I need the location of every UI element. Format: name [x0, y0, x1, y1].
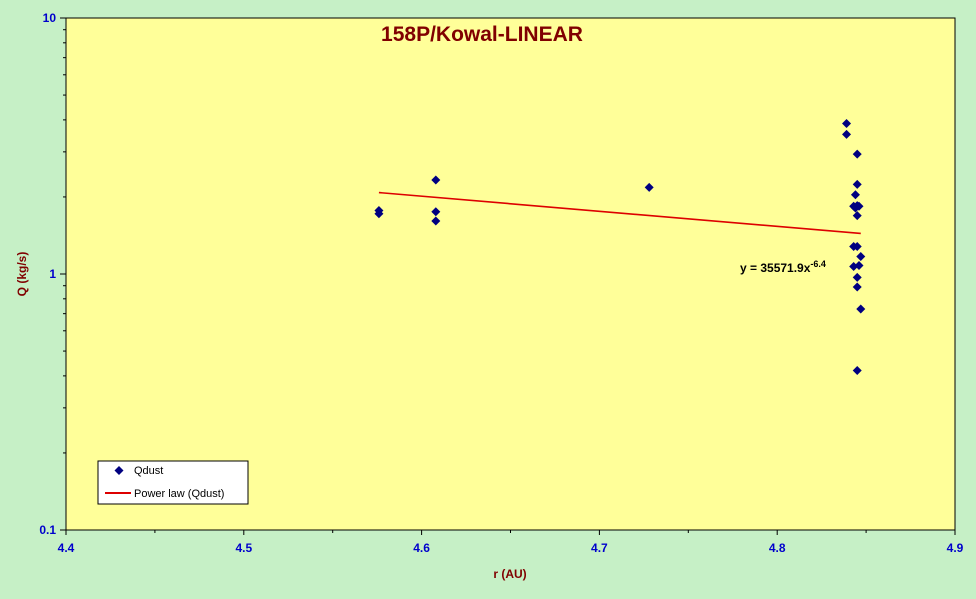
- plot-area: [65, 17, 956, 531]
- y-axis: 0.1 1 10: [39, 11, 66, 537]
- x-tick-label: 4.5: [235, 541, 252, 555]
- data-point: [842, 119, 852, 129]
- data-point: [854, 201, 864, 211]
- fit-equation-exponent: -6.4: [810, 259, 826, 269]
- data-point: [842, 129, 852, 139]
- fit-equation: y = 35571.9x-6.4: [740, 259, 826, 275]
- points-layer: [374, 119, 866, 375]
- fit-equation-base: y = 35571.9x: [740, 261, 811, 275]
- legend-box: [97, 460, 249, 505]
- data-point: [374, 209, 384, 219]
- x-tick-label: 4.9: [947, 541, 964, 555]
- x-tick-label: 4.7: [591, 541, 608, 555]
- data-point: [852, 242, 862, 252]
- y-tick-label: 0.1: [39, 523, 56, 537]
- x-tick-label: 4.6: [413, 541, 430, 555]
- legend-label-power-law: Power law (Qdust): [134, 488, 224, 500]
- data-point: [644, 182, 654, 192]
- data-point: [852, 365, 862, 375]
- data-point: [431, 207, 441, 217]
- power-law-fit-line: [378, 191, 861, 235]
- data-point: [856, 304, 866, 314]
- x-axis-title: r (AU): [493, 567, 526, 581]
- legend-label-qdust: Qdust: [134, 465, 163, 477]
- data-point: [431, 216, 441, 226]
- data-point: [852, 149, 862, 159]
- data-point: [852, 211, 862, 221]
- chart-title: 158P/Kowal-LINEAR: [381, 23, 583, 46]
- legend-marker-qdust: [114, 466, 124, 475]
- fit-line-layer: [378, 191, 861, 235]
- data-point: [850, 190, 860, 200]
- x-tick-label: 4.4: [58, 541, 75, 555]
- y-tick-label: 10: [43, 11, 57, 25]
- legend: Qdust Power law (Qdust): [97, 460, 249, 505]
- y-axis-title: Q (kg/s): [15, 252, 29, 297]
- data-point: [856, 252, 866, 262]
- data-point: [431, 175, 441, 185]
- x-tick-label: 4.8: [769, 541, 786, 555]
- data-point: [852, 272, 862, 282]
- data-point: [852, 179, 862, 189]
- x-axis: 4.4 4.5 4.6 4.7 4.8 4.9: [58, 530, 964, 555]
- data-point: [854, 260, 864, 270]
- y-tick-label: 1: [49, 267, 56, 281]
- data-point: [852, 282, 862, 292]
